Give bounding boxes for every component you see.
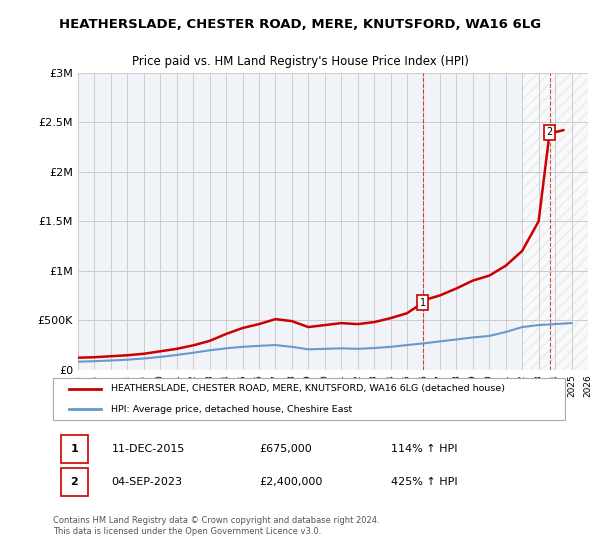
Text: 114% ↑ HPI: 114% ↑ HPI xyxy=(391,444,458,454)
Text: 1: 1 xyxy=(419,298,426,308)
Text: 2: 2 xyxy=(547,127,553,137)
Text: £2,400,000: £2,400,000 xyxy=(259,477,323,487)
FancyBboxPatch shape xyxy=(61,468,88,496)
FancyBboxPatch shape xyxy=(61,435,88,463)
Text: 11-DEC-2015: 11-DEC-2015 xyxy=(112,444,185,454)
Text: HEATHERSLADE, CHESTER ROAD, MERE, KNUTSFORD, WA16 6LG: HEATHERSLADE, CHESTER ROAD, MERE, KNUTSF… xyxy=(59,18,541,31)
Text: £675,000: £675,000 xyxy=(259,444,312,454)
Text: 425% ↑ HPI: 425% ↑ HPI xyxy=(391,477,458,487)
Text: 04-SEP-2023: 04-SEP-2023 xyxy=(112,477,182,487)
Text: 2: 2 xyxy=(71,477,78,487)
Text: HPI: Average price, detached house, Cheshire East: HPI: Average price, detached house, Ches… xyxy=(112,405,353,414)
Bar xyxy=(522,73,588,370)
Text: 1: 1 xyxy=(71,444,78,454)
FancyBboxPatch shape xyxy=(53,377,565,421)
Text: HEATHERSLADE, CHESTER ROAD, MERE, KNUTSFORD, WA16 6LG (detached house): HEATHERSLADE, CHESTER ROAD, MERE, KNUTSF… xyxy=(112,384,505,393)
Text: Price paid vs. HM Land Registry's House Price Index (HPI): Price paid vs. HM Land Registry's House … xyxy=(131,55,469,68)
Text: Contains HM Land Registry data © Crown copyright and database right 2024.
This d: Contains HM Land Registry data © Crown c… xyxy=(53,516,380,535)
